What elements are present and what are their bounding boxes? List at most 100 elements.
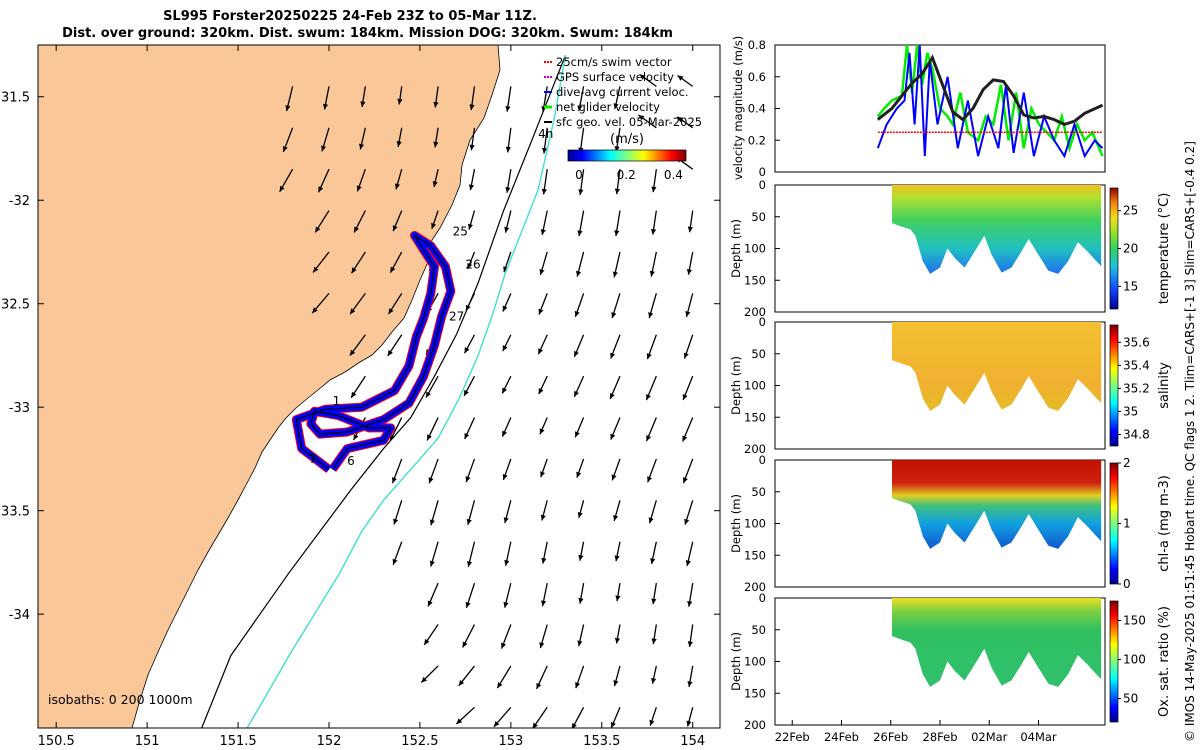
velocity-arrow: [462, 624, 476, 648]
velocity-arrow: [614, 127, 621, 152]
velocity-panel: 0 0.2 0.4 0.6 0.8 velocity magnitude (m/s): [731, 36, 1106, 181]
temperature-panel: 0 50 100 150 200 Depth (m) 25 20 15 temperature (…: [729, 178, 1172, 319]
velocity-arrow: [614, 169, 621, 195]
velocity-ylabel: velocity magnitude (m/s): [731, 36, 745, 181]
map-colorbar: (m/s) 0 0.2 0.4: [567, 132, 687, 182]
map-x-tick-label: 154: [680, 734, 705, 749]
day-labels: 4h 25 26 27 1 7 6: [309, 127, 553, 468]
velocity-arrow: [502, 334, 512, 352]
salinity-colorbar-tick: 35.4: [1123, 358, 1150, 372]
temperature-y-tick: 200: [744, 305, 766, 319]
chl-a-y-tick: 100: [744, 517, 766, 531]
velocity-arrow: [639, 73, 657, 87]
salinity-y-tick: 100: [744, 379, 766, 393]
salinity-y-tick: 0: [759, 315, 766, 329]
velocity-arrow: [392, 210, 403, 232]
velocity-y-tick: 0.2: [748, 133, 766, 147]
velocity-series-line: [876, 45, 1104, 157]
chl-a-colorbar-tick: 1: [1123, 517, 1131, 531]
velocity-arrow: [573, 334, 585, 358]
velocity-arrow: [505, 169, 512, 193]
oxygen-colorbar-tick: 50: [1123, 692, 1138, 706]
velocity-arrow: [391, 458, 403, 484]
velocity-arrow: [576, 251, 585, 277]
oxygen-colorbar-tick: 150: [1123, 614, 1146, 628]
velocity-arrow: [651, 169, 657, 193]
velocity-arrow: [469, 127, 476, 151]
velocity-arrow: [649, 251, 657, 277]
velocity-arrow: [350, 251, 366, 274]
map-legend: 25cm/s swim vector GPS surface velocity …: [544, 55, 702, 129]
velocity-arrow: [682, 375, 694, 401]
velocity-arrow: [609, 375, 621, 400]
velocity-arrow: [458, 665, 475, 687]
velocity-arrow: [359, 127, 366, 150]
chl-a-colorbar-tick: 0: [1123, 577, 1131, 591]
oxygen-y-tick: 200: [744, 718, 766, 732]
velocity-arrow: [467, 541, 476, 567]
velocity-arrow: [645, 417, 657, 442]
velocity-arrow: [504, 541, 512, 566]
map-y-tick-label: 33.5: [1, 505, 30, 520]
velocity-y-tick: 0.6: [748, 70, 766, 84]
glider-track-line: [295, 234, 452, 470]
credit-note: © IMOS 14-May-2025 01:51:45 Hobart time.…: [1183, 141, 1197, 742]
legend-sfc-geo: sfc geo. vel. 05-Mar-2025: [556, 115, 702, 129]
velocity-arrow: [613, 86, 621, 110]
velocity-arrow: [685, 541, 694, 567]
salinity-colorbar-tick: 34.8: [1123, 427, 1150, 441]
velocity-arrow: [429, 541, 439, 567]
velocity-arrow: [428, 458, 439, 484]
velocity-arrow: [504, 210, 512, 233]
salinity-colorbar-label: salinity: [1157, 362, 1172, 409]
velocity-arrow: [650, 210, 657, 235]
velocity-arrow: [687, 624, 694, 648]
velocity-arrow: [577, 500, 585, 519]
salinity-colorbar-tick: 35.6: [1123, 335, 1150, 349]
velocity-arrow: [575, 665, 585, 689]
velocity-arrow: [322, 86, 330, 110]
velocity-arrow: [279, 168, 294, 193]
velocity-arrow: [541, 582, 548, 607]
temperature-colorbar-tick: 25: [1123, 204, 1138, 218]
salinity-colorbar-tick: 35.2: [1123, 381, 1150, 395]
velocity-arrow: [387, 334, 403, 357]
velocity-arrow: [353, 210, 366, 233]
velocity-arrow: [420, 665, 439, 683]
oxygen-y-tick: 0: [759, 591, 766, 605]
velocity-arrow: [396, 127, 403, 147]
velocity-arrow: [541, 169, 548, 195]
map-colorbar-bar: [567, 149, 687, 162]
velocity-arrow: [425, 375, 439, 398]
velocity-arrow: [578, 541, 585, 561]
oxygen-colorbar: [1109, 600, 1119, 723]
velocity-arrow: [648, 293, 657, 319]
velocity-arrow: [542, 127, 548, 154]
velocity-arrow: [493, 706, 512, 728]
velocity-arrow: [349, 292, 366, 315]
date-tick-label: 26Feb: [873, 730, 908, 744]
velocity-arrow: [613, 500, 621, 522]
velocity-arrow: [578, 169, 585, 196]
map-colorbar-tick: 0.4: [664, 168, 683, 182]
velocity-arrow: [612, 251, 621, 278]
day-label: 1: [333, 394, 341, 408]
temperature-field: [891, 185, 1102, 274]
map-y-tick-label: -34: [9, 608, 30, 623]
map-x-tick-label: 152.5: [401, 734, 438, 749]
map-x-tick-label: 151.5: [219, 734, 256, 749]
velocity-arrow: [349, 334, 366, 357]
velocity-arrow: [503, 500, 512, 524]
velocity-arrow: [463, 334, 476, 354]
title-line-1: SL995 Forster20250225 24-Feb 23Z to 05-M…: [163, 9, 537, 24]
legend-dive-avg: dive-avg current veloc.: [556, 85, 689, 99]
map-y-tick-label: -33: [9, 401, 30, 416]
velocity-y-tick: 0.4: [748, 102, 766, 116]
velocity-arrow: [647, 458, 657, 483]
salinity-y-tick: 50: [751, 347, 766, 361]
day-label: 6: [347, 454, 355, 468]
velocity-y-ticks: 0 0.2 0.4 0.6 0.8: [748, 38, 780, 179]
velocity-series-line: [876, 45, 1104, 159]
temperature-colorbar-tick: 20: [1123, 242, 1138, 256]
